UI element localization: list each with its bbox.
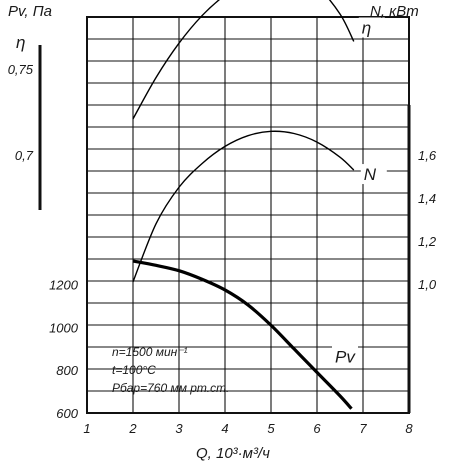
eta-tick-label: 0,7 [15,148,34,163]
annotation-pressure: Pбар=760 мм рт.ст. [112,381,229,395]
x-axis-label: Q, 10³·м³/ч [196,445,270,462]
series-label-background [358,17,385,38]
annotation-speed: n=1500 мин⁻¹ [112,345,188,359]
x-tick-label: 4 [221,421,228,436]
n-axis-label: N, кВт [370,3,419,20]
pv-tick-label: 800 [56,363,78,378]
series-label-background [332,346,358,367]
x-tick-label: 3 [175,421,183,436]
series-label-n: N [364,165,377,184]
series-line-n [132,130,355,283]
grid [87,17,409,413]
n-tick-label: 1,2 [418,234,437,249]
series: Pv η N [132,0,387,410]
series-label-pv: Pv [335,347,356,366]
annotation-temperature: t=100°C [112,363,156,377]
pv-tick-label: 1000 [49,320,79,335]
x-tick-label: 6 [313,421,321,436]
x-tick-label: 8 [405,421,413,436]
annotations: n=1500 мин⁻¹ t=100°C Pбар=760 мм рт.ст. [112,345,229,395]
x-tick-label: 7 [359,421,367,436]
series-label-eta: η [362,18,371,37]
series-label-background [360,164,387,185]
eta-tick-label: 0,75 [8,62,34,77]
tick-labels: 12345678600800100012000,70,750,81,01,21,… [8,62,437,436]
n-tick-label: 1,0 [418,277,437,292]
series-line-eta [132,0,355,120]
pv-tick-label: 600 [56,406,78,421]
pv-axis-label: Pv, Па [8,3,52,20]
series-line-pv [132,259,353,410]
x-tick-label: 1 [83,421,90,436]
n-tick-label: 1,6 [418,148,437,163]
pv-tick-label: 1200 [49,278,79,293]
n-tick-label: 1,4 [418,191,436,206]
x-tick-label: 2 [128,421,137,436]
x-tick-label: 5 [267,421,275,436]
eta-axis-label: η [16,33,25,52]
axis-labels: Pv, Па η N, кВт Q, 10³·м³/ч [8,3,419,462]
